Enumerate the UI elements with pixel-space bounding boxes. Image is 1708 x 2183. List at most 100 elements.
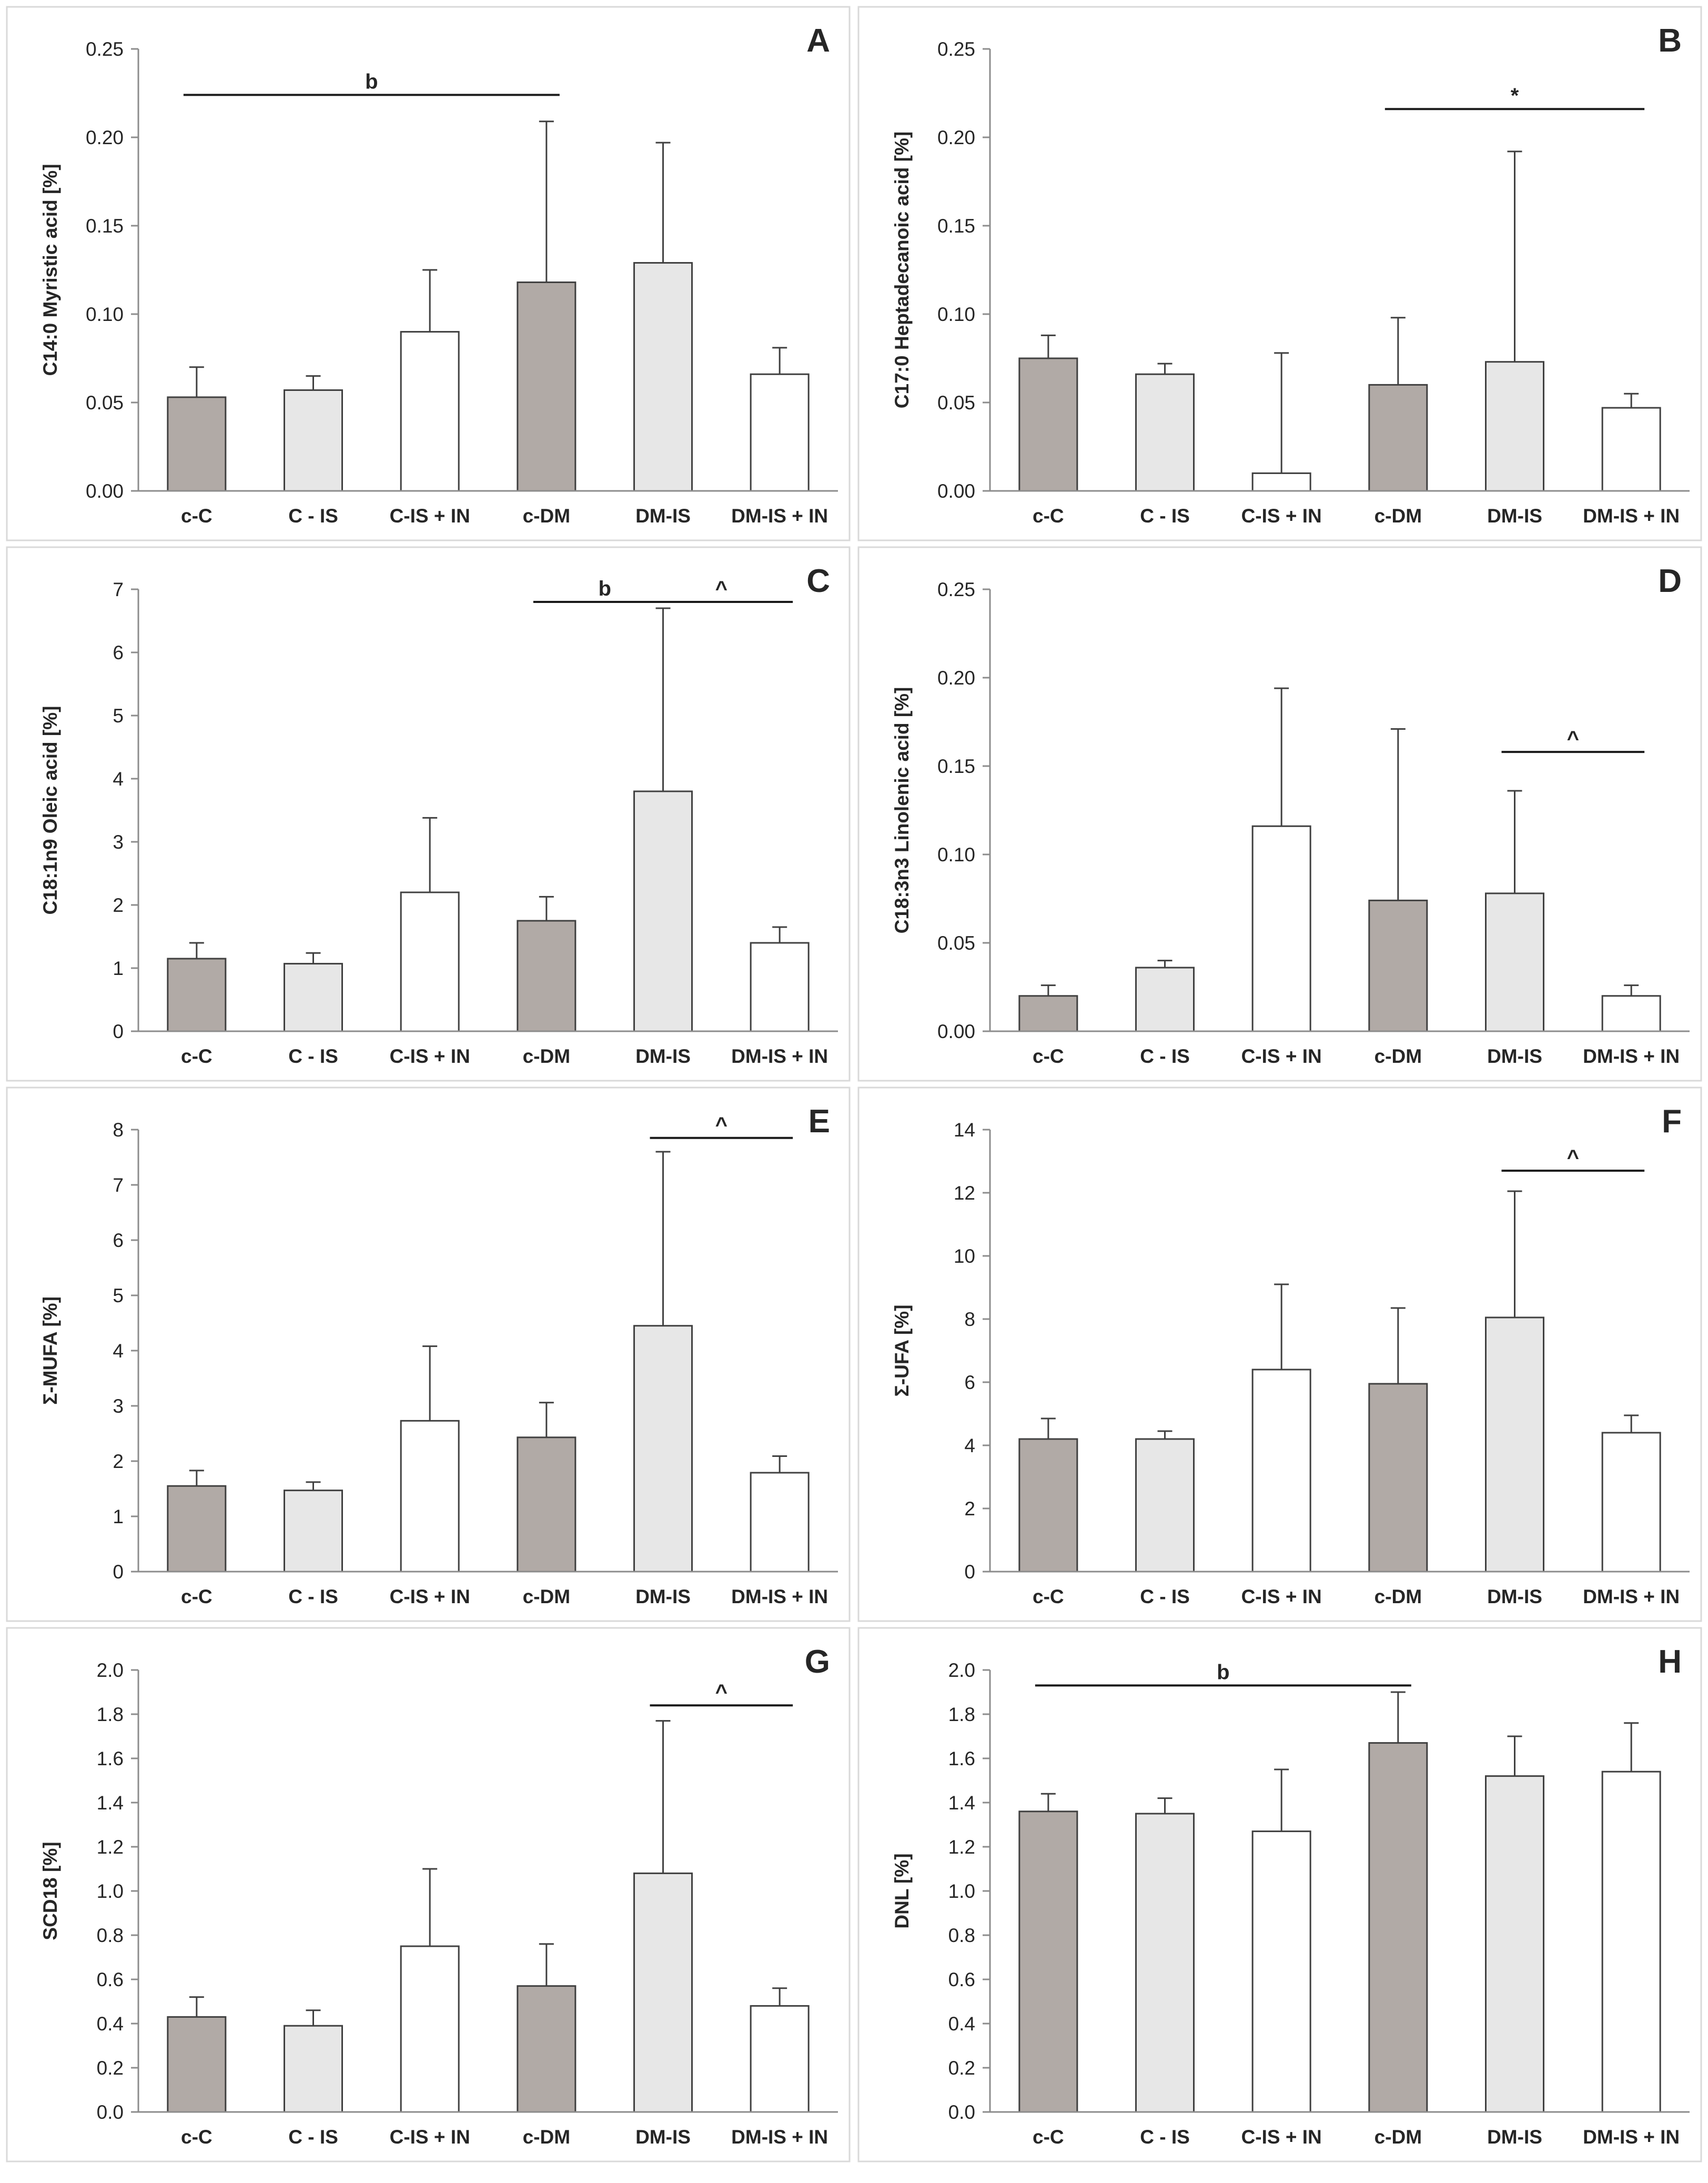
y-tick-label: 8: [964, 1309, 975, 1330]
y-tick-label: 1: [113, 958, 124, 979]
bar: [633, 790, 693, 1032]
y-tick-label: 1.6: [948, 1748, 975, 1769]
y-tick-label: 2.0: [948, 1659, 975, 1681]
bar: [1601, 407, 1661, 492]
x-tick-label: c-C: [1033, 1586, 1064, 1607]
bar: [1485, 1316, 1544, 1573]
bar: [517, 920, 577, 1032]
y-axis-title: C17:0 Heptadecanoic acid [%]: [891, 132, 913, 408]
x-tick-label: C-IS + IN: [390, 2126, 470, 2148]
x-tick-label: c-C: [181, 1586, 213, 1607]
y-tick-label: 4: [113, 768, 124, 790]
y-tick-label: 1.2: [948, 1836, 975, 1858]
bar: [1368, 1742, 1428, 2113]
panel-letter: A: [806, 23, 830, 59]
bar: [167, 396, 227, 492]
bar: [1018, 995, 1078, 1032]
x-tick-label: DM-IS: [635, 1586, 691, 1607]
bar: [1368, 1383, 1428, 1573]
panel-letter: D: [1658, 563, 1682, 599]
y-tick-label: 6: [964, 1372, 975, 1393]
bar: [167, 2016, 227, 2113]
x-tick-label: C - IS: [1140, 1045, 1190, 1067]
x-tick-label: c-C: [181, 2126, 213, 2148]
y-tick-label: 0.25: [937, 579, 975, 600]
x-tick-label: c-C: [181, 505, 213, 527]
panel-a: 0.00 0.05 0.10 0.15 0.20 0.25 c-C C - IS C-IS + …: [6, 6, 851, 541]
bar: [284, 963, 343, 1032]
panel-letter: C: [806, 563, 830, 599]
bar: [1485, 361, 1544, 492]
x-tick-label: c-DM: [1375, 505, 1422, 527]
y-tick-label: 0.20: [937, 667, 975, 689]
y-tick-label: 1.4: [97, 1792, 124, 1814]
y-tick-label: 1.4: [948, 1792, 975, 1814]
significance-label: ^: [715, 577, 727, 600]
y-tick-label: 0: [113, 1021, 124, 1042]
bar: [1135, 967, 1195, 1032]
bar: [284, 1490, 343, 1573]
x-tick-label: C - IS: [288, 1045, 338, 1067]
bar: [167, 1485, 227, 1573]
y-tick-label: 0.8: [948, 1925, 975, 1946]
bar: [284, 389, 343, 492]
y-tick-label: 0.2: [948, 2057, 975, 2079]
bar: [284, 2025, 343, 2113]
bar: [1135, 1438, 1195, 1573]
y-tick-label: 0.0: [948, 2101, 975, 2123]
bar: [1368, 899, 1428, 1032]
y-tick-label: 2: [964, 1498, 975, 1520]
y-axis-title: SCD18 [%]: [39, 1842, 61, 1940]
y-tick-label: 0.10: [937, 844, 975, 866]
y-axis-title: C14:0 Myristic acid [%]: [39, 164, 61, 376]
panel-f: 0 2 4 6 8 10 12 14 c-C C - IS C-IS + IN c-DM DM-IS DM…: [857, 1087, 1702, 1622]
x-tick-label: DM-IS + IN: [731, 1045, 828, 1067]
y-tick-label: 5: [113, 705, 124, 727]
y-tick-label: 0.15: [937, 756, 975, 777]
x-tick-label: C-IS + IN: [390, 505, 470, 527]
significance-label: b: [1217, 1661, 1229, 1684]
y-tick-label: 4: [113, 1340, 124, 1362]
x-tick-label: C - IS: [288, 2126, 338, 2148]
y-tick-label: 0.0: [97, 2101, 124, 2123]
x-tick-label: c-C: [181, 1045, 213, 1067]
y-tick-label: 4: [964, 1435, 975, 1456]
bar: [400, 331, 460, 492]
y-tick-label: 0.20: [937, 127, 975, 148]
x-tick-label: DM-IS + IN: [1583, 1586, 1680, 1607]
x-tick-label: C-IS + IN: [1241, 1586, 1322, 1607]
panel-c: 0 1 2 3 4 5 6 7 c-C C - IS C-IS + IN c-DM DM-IS DM-IS…: [6, 546, 851, 1082]
y-tick-label: 3: [113, 831, 124, 853]
y-tick-label: 0.00: [86, 480, 124, 502]
x-tick-label: DM-IS + IN: [731, 505, 828, 527]
bar: [1485, 892, 1544, 1032]
bar: [167, 958, 227, 1032]
x-tick-label: DM-IS: [635, 1045, 691, 1067]
y-tick-label: 0.2: [97, 2057, 124, 2079]
x-tick-label: C - IS: [288, 505, 338, 527]
y-axis-title: C18:3n3 Linolenic acid [%]: [891, 687, 913, 934]
x-tick-label: DM-IS: [1487, 505, 1542, 527]
y-tick-label: 5: [113, 1285, 124, 1306]
x-tick-label: c-C: [1033, 505, 1064, 527]
bar: [517, 281, 577, 492]
y-tick-label: 1.6: [97, 1748, 124, 1769]
panel-letter: G: [805, 1644, 830, 1680]
bar: [1018, 1438, 1078, 1573]
panel-letter: F: [1662, 1103, 1682, 1140]
y-tick-label: 0.05: [937, 392, 975, 414]
x-tick-label: c-C: [1033, 2126, 1064, 2148]
x-tick-label: C-IS + IN: [1241, 2126, 1322, 2148]
x-tick-label: c-DM: [523, 1045, 570, 1067]
y-tick-label: 0.6: [948, 1969, 975, 1990]
x-tick-label: DM-IS + IN: [1583, 2126, 1680, 2148]
y-tick-label: 0.25: [937, 38, 975, 60]
bar: [1018, 1810, 1078, 2113]
significance-label: b: [365, 70, 378, 93]
y-tick-label: 7: [113, 579, 124, 600]
x-tick-label: DM-IS + IN: [1583, 505, 1680, 527]
bar: [400, 1420, 460, 1573]
y-tick-label: 0.00: [937, 1021, 975, 1042]
y-tick-label: 0.15: [937, 215, 975, 237]
y-tick-label: 0.8: [97, 1925, 124, 1946]
